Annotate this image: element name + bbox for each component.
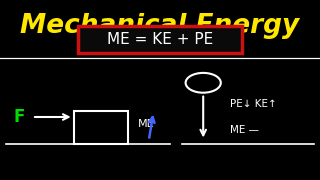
Text: F: F xyxy=(13,108,25,126)
Text: Mechanical Energy: Mechanical Energy xyxy=(20,13,300,39)
Text: ME —: ME — xyxy=(230,125,260,135)
Text: PE↓ KE↑: PE↓ KE↑ xyxy=(230,99,277,109)
Text: ME: ME xyxy=(138,119,154,129)
Text: ME = KE + PE: ME = KE + PE xyxy=(107,32,213,47)
Bar xyxy=(74,111,128,144)
FancyBboxPatch shape xyxy=(78,26,242,53)
